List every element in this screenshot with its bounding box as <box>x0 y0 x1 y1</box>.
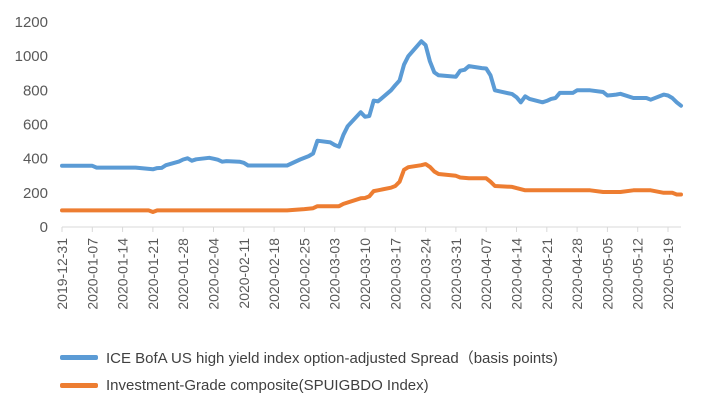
legend-item-high-yield: ICE BofA US high yield index option-adju… <box>60 347 558 368</box>
line-chart: 0 200 400 600 800 1000 1200 2019-12-31 2020-01-… <box>15 14 683 310</box>
x-tick-label: 2020-02-25 <box>296 238 312 310</box>
legend-item-investment-grade: Investment-Grade composite(SPUIGBDO Inde… <box>60 377 429 394</box>
legend-label-high-yield: ICE BofA US high yield index option-adju… <box>106 350 558 367</box>
y-tick-label: 1200 <box>15 14 48 31</box>
x-tick-label: 2020-05-05 <box>599 238 615 310</box>
y-tick-label: 1000 <box>15 48 48 65</box>
y-tick-label: 400 <box>23 151 48 168</box>
series-line-high-yield <box>60 39 683 172</box>
x-tick-label: 2020-05-12 <box>630 238 646 310</box>
x-tick-label: 2020-01-14 <box>115 238 131 310</box>
x-tick-label: 2020-01-07 <box>84 238 100 310</box>
y-axis-ticks: 0 200 400 600 800 1000 1200 <box>15 14 48 236</box>
legend-swatch-investment-grade <box>60 383 98 388</box>
x-tick-label: 2020-04-21 <box>539 238 555 310</box>
x-tick-label: 2020-03-10 <box>357 238 373 310</box>
x-tick-label: 2020-02-04 <box>206 238 222 310</box>
x-tick-label: 2019-12-31 <box>54 238 70 310</box>
x-tick-label: 2020-03-03 <box>327 238 343 310</box>
y-tick-label: 0 <box>40 219 48 236</box>
x-tick-label: 2020-04-28 <box>569 238 585 310</box>
y-tick-label: 800 <box>23 82 48 99</box>
series-layer <box>60 39 683 214</box>
x-tick-label: 2020-05-19 <box>660 238 676 310</box>
series-line-investment-grade <box>60 162 683 214</box>
x-axis-tick-labels: 2019-12-31 2020-01-07 2020-01-14 2020-01-21… <box>54 238 676 310</box>
x-tick-label: 2020-01-28 <box>175 238 191 310</box>
y-tick-label: 200 <box>23 185 48 202</box>
x-tick-label: 2020-04-14 <box>509 238 525 310</box>
x-axis-tickmarks <box>61 227 669 232</box>
x-tick-label: 2020-02-18 <box>266 238 282 310</box>
x-tick-label: 2020-04-07 <box>478 238 494 310</box>
x-tick-label: 2020-03-24 <box>418 238 434 310</box>
x-tick-label: 2020-03-31 <box>448 238 464 310</box>
x-tick-label: 2020-01-21 <box>145 238 161 310</box>
x-tick-label: 2020-03-17 <box>387 238 403 310</box>
legend-swatch-high-yield <box>60 355 98 360</box>
x-tick-label: 2020-02-11 <box>236 238 252 309</box>
y-tick-label: 600 <box>23 117 48 134</box>
legend-label-investment-grade: Investment-Grade composite(SPUIGBDO Inde… <box>106 377 429 394</box>
